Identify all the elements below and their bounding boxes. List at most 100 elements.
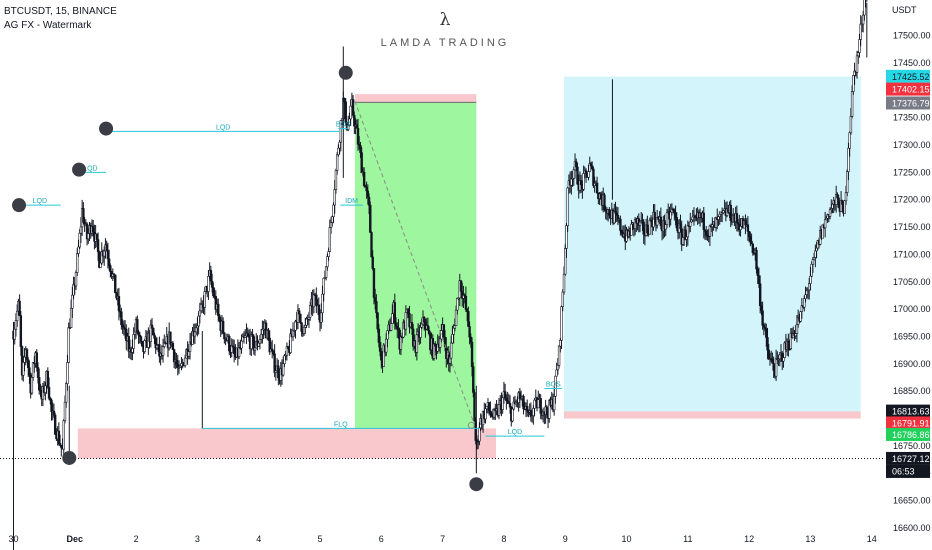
- candle-body: [53, 414, 57, 435]
- candle: [653, 204, 656, 224]
- candle-body: [158, 344, 161, 357]
- candle-body: [324, 266, 328, 278]
- price-tick-label: 16850.00: [893, 386, 931, 396]
- candle-body: [565, 225, 568, 249]
- candle-body: [556, 365, 560, 371]
- indicator-line[interactable]: AG FX - Watermark: [4, 20, 92, 31]
- candle: [228, 334, 231, 356]
- candle-body: [608, 209, 611, 216]
- candle: [518, 387, 522, 408]
- liquidity-label: IDM: [345, 198, 358, 205]
- candle-body: [539, 398, 542, 414]
- candle-body: [25, 349, 29, 361]
- candle: [207, 270, 210, 300]
- candle: [823, 211, 827, 238]
- candle-body: [664, 224, 667, 230]
- time-tick-label: 9: [563, 534, 568, 544]
- candle-body: [545, 406, 549, 416]
- candle: [149, 319, 153, 348]
- candle-body: [849, 116, 853, 134]
- candle-body: [337, 147, 340, 156]
- candle: [98, 250, 101, 269]
- candle: [470, 337, 474, 377]
- candle-body: [603, 194, 606, 210]
- price-tick-label: 17150.00: [893, 222, 931, 232]
- candle-body: [258, 339, 262, 344]
- time-tick-label: 11: [683, 534, 692, 544]
- candle-body: [117, 295, 121, 312]
- candle-body: [143, 340, 146, 352]
- candle-body: [329, 222, 333, 228]
- candle: [82, 202, 85, 224]
- candle-body: [343, 97, 346, 103]
- candle-body: [760, 305, 763, 312]
- candle: [739, 218, 742, 237]
- candle-body: [193, 331, 197, 337]
- candle: [63, 395, 67, 424]
- candle-body: [774, 358, 778, 377]
- candle-body: [718, 213, 721, 217]
- candle-body: [300, 322, 303, 332]
- candle-body: [572, 169, 576, 179]
- candle: [562, 266, 566, 295]
- candle-body: [13, 328, 16, 340]
- candle: [369, 201, 372, 233]
- candle: [847, 142, 850, 181]
- candle-body: [465, 309, 469, 312]
- candle-body: [794, 333, 797, 337]
- candle: [378, 336, 382, 357]
- candle-body: [821, 224, 824, 239]
- candle: [511, 408, 514, 423]
- candle-body: [136, 319, 139, 333]
- candle: [58, 434, 62, 447]
- candle-body: [378, 342, 382, 352]
- candle: [77, 239, 80, 257]
- candle: [541, 407, 545, 423]
- candle-body: [859, 23, 862, 40]
- candle: [702, 206, 705, 239]
- candle-body: [642, 221, 645, 235]
- watermark-symbol: λ: [439, 10, 451, 30]
- candle-body: [18, 300, 21, 316]
- candle: [561, 289, 564, 312]
- candle-body: [554, 375, 557, 397]
- candle-body: [456, 297, 459, 311]
- candle-body: [209, 270, 213, 282]
- candle-body: [349, 105, 352, 120]
- candle: [782, 355, 785, 368]
- candle-body: [548, 400, 551, 419]
- candle-body: [691, 216, 694, 221]
- candle-body: [217, 303, 220, 316]
- candle-body: [584, 170, 588, 174]
- candle-body: [353, 115, 356, 127]
- candle: [852, 75, 855, 95]
- candle-body: [702, 212, 705, 230]
- candle-body: [464, 295, 468, 310]
- time-tick-label: 30: [8, 534, 18, 544]
- candle-body: [183, 357, 187, 366]
- candle: [150, 318, 154, 336]
- candle: [349, 99, 352, 127]
- candle-body: [470, 341, 474, 368]
- candle-body: [489, 410, 492, 414]
- candle-body: [15, 310, 19, 321]
- candle-body: [708, 225, 712, 237]
- candle-body: [750, 240, 753, 245]
- price-badge: 16786.86: [886, 427, 930, 441]
- price-badge: 17402.15: [886, 82, 930, 96]
- candle: [221, 317, 225, 335]
- candle-body: [218, 315, 221, 321]
- candle: [533, 398, 536, 417]
- candle: [333, 180, 336, 214]
- symbol-line[interactable]: BTCUSDT, 15, BINANCE: [4, 6, 117, 17]
- candle: [367, 193, 371, 215]
- countdown-text: 06:53: [892, 466, 915, 476]
- candle-body: [175, 359, 178, 365]
- candle-body: [107, 258, 111, 266]
- candle: [560, 305, 563, 350]
- candle-body: [273, 353, 276, 373]
- candle-body: [47, 386, 51, 399]
- candle-body: [681, 237, 685, 245]
- price-badge: 17425.52: [886, 69, 930, 83]
